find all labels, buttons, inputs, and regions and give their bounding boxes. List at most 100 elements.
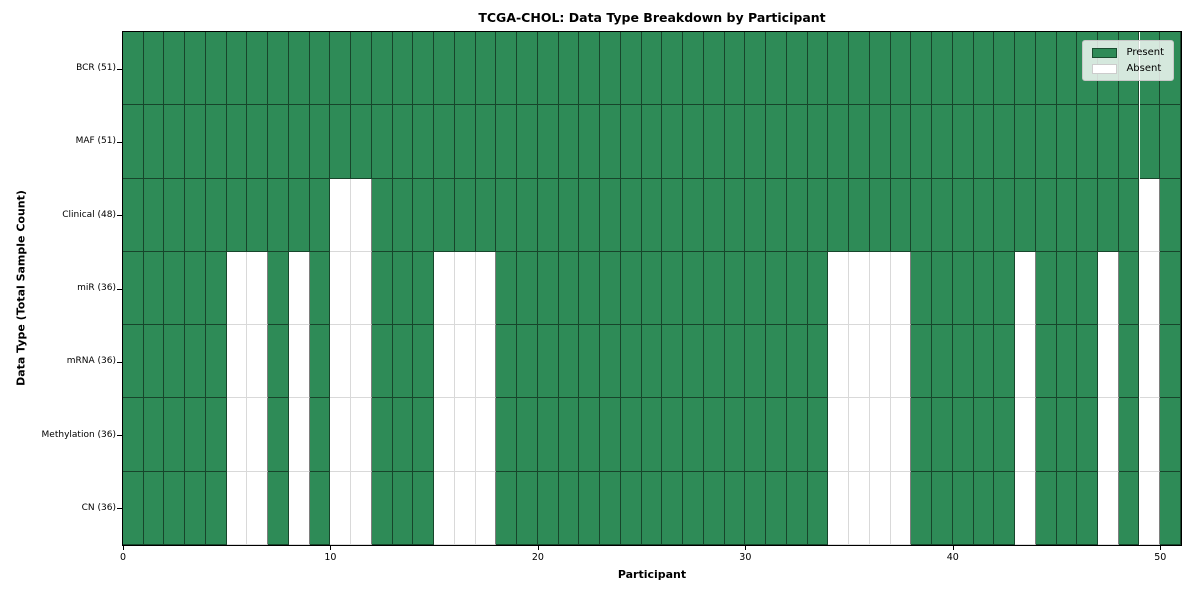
present-cell: [662, 325, 684, 399]
present-cell: [537, 471, 559, 545]
x-tick-mark: [537, 546, 539, 550]
present-cell: [683, 398, 704, 472]
present-cell: [413, 251, 435, 326]
present-cell: [268, 178, 289, 252]
present-cell: [807, 32, 829, 106]
absent-cell: [434, 471, 455, 545]
present-cell: [952, 251, 974, 326]
absent-cell: [454, 251, 476, 326]
present-cell: [1015, 32, 1036, 106]
present-cell: [932, 471, 953, 545]
present-cell: [185, 325, 206, 399]
absent-cell: [434, 325, 455, 399]
present-cell: [786, 325, 808, 399]
x-tick-mark: [745, 546, 747, 550]
present-cell: [703, 251, 725, 326]
present-cell: [558, 105, 580, 179]
present-cell: [849, 32, 870, 106]
present-cell: [1077, 325, 1098, 399]
present-cell: [496, 178, 518, 252]
present-cell: [911, 32, 933, 106]
present-cell: [952, 178, 974, 252]
present-cell: [579, 105, 601, 179]
present-cell: [537, 105, 559, 179]
absent-cell: [351, 471, 372, 545]
present-cell: [205, 471, 227, 545]
present-cell: [123, 471, 144, 545]
present-cell: [662, 32, 684, 106]
present-cell: [413, 398, 435, 472]
present-cell: [558, 471, 580, 545]
present-cell: [496, 32, 518, 106]
present-cell: [1056, 32, 1078, 106]
absent-cell: [351, 178, 372, 252]
present-cell: [496, 471, 518, 545]
x-tick-label: 10: [324, 552, 337, 563]
present-cell: [392, 398, 414, 472]
present-cell: [807, 471, 829, 545]
present-cell: [911, 178, 933, 252]
absent-cell: [890, 251, 912, 326]
present-cell: [558, 178, 580, 252]
present-cell: [724, 398, 746, 472]
present-cell: [994, 32, 1016, 106]
present-cell: [1160, 325, 1181, 399]
present-cell: [600, 471, 621, 545]
present-cell: [641, 105, 663, 179]
present-cell: [849, 105, 870, 179]
present-cell: [869, 32, 891, 106]
present-cell: [724, 32, 746, 106]
present-cell: [496, 105, 518, 179]
legend-swatch-absent: [1092, 63, 1118, 74]
present-cell: [1118, 105, 1140, 179]
present-cell: [786, 398, 808, 472]
y-tick-mark: [117, 361, 122, 363]
present-cell: [164, 105, 186, 179]
present-cell: [454, 32, 476, 106]
present-cell: [766, 398, 787, 472]
y-tick-mark: [117, 215, 122, 217]
present-cell: [1077, 251, 1098, 326]
absent-cell: [869, 471, 891, 545]
absent-cell: [828, 251, 850, 326]
present-cell: [745, 105, 767, 179]
present-cell: [1098, 178, 1119, 252]
present-cell: [703, 471, 725, 545]
present-cell: [205, 105, 227, 179]
present-cell: [703, 178, 725, 252]
present-cell: [123, 32, 144, 106]
present-cell: [413, 178, 435, 252]
present-cell: [537, 325, 559, 399]
present-cell: [247, 32, 269, 106]
present-cell: [683, 325, 704, 399]
present-cell: [185, 251, 206, 326]
present-cell: [143, 471, 165, 545]
present-cell: [703, 32, 725, 106]
present-cell: [641, 32, 663, 106]
absent-cell: [1098, 471, 1119, 545]
present-cell: [143, 251, 165, 326]
present-cell: [828, 105, 850, 179]
present-cell: [392, 32, 414, 106]
present-cell: [932, 398, 953, 472]
present-cell: [392, 105, 414, 179]
present-cell: [330, 32, 352, 106]
absent-cell: [849, 251, 870, 326]
present-cell: [143, 325, 165, 399]
present-cell: [143, 178, 165, 252]
present-cell: [600, 398, 621, 472]
present-cell: [558, 251, 580, 326]
present-cell: [600, 325, 621, 399]
present-cell: [309, 251, 331, 326]
present-cell: [226, 32, 248, 106]
present-cell: [807, 251, 829, 326]
absent-cell: [475, 398, 497, 472]
y-tick-label: miR (36): [77, 283, 116, 293]
present-cell: [973, 178, 995, 252]
x-tick-mark: [1160, 546, 1162, 550]
present-cell: [392, 178, 414, 252]
present-cell: [268, 398, 289, 472]
present-cell: [620, 178, 642, 252]
present-cell: [1056, 471, 1078, 545]
present-cell: [123, 105, 144, 179]
